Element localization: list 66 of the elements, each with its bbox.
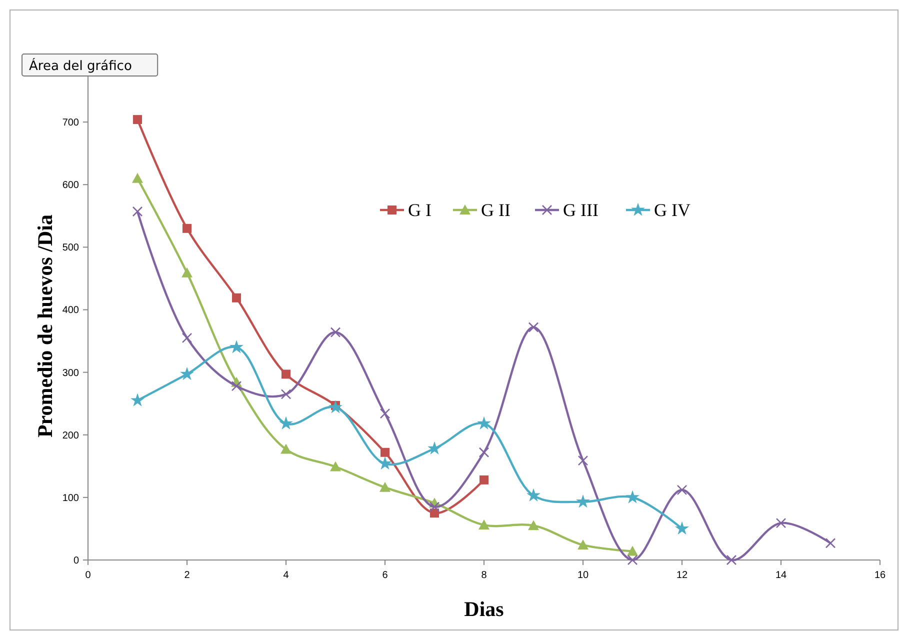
point <box>230 340 244 354</box>
y-axis-title: Promedio de huevos /Dia <box>33 214 57 438</box>
x-tick-label: 16 <box>874 570 886 581</box>
legend-label: G II <box>481 200 510 220</box>
point <box>578 455 588 466</box>
point <box>428 441 442 455</box>
legend-label: G I <box>408 200 432 220</box>
point <box>825 538 836 548</box>
point <box>776 518 786 528</box>
point <box>478 519 490 530</box>
point <box>626 490 640 504</box>
point <box>180 366 194 380</box>
y-tick-label: 700 <box>62 118 80 129</box>
point <box>280 444 292 454</box>
point <box>378 456 392 470</box>
point <box>330 461 341 472</box>
point <box>526 488 540 502</box>
y-tick-label: 300 <box>62 368 80 379</box>
point <box>182 267 192 278</box>
point <box>380 448 390 457</box>
point <box>676 484 688 496</box>
point <box>182 224 192 233</box>
point <box>477 416 491 430</box>
x-tick-label: 14 <box>775 570 787 581</box>
point <box>578 539 588 550</box>
y-tick-label: 100 <box>62 492 80 504</box>
point <box>627 554 638 566</box>
x-tick-label: 0 <box>85 570 92 581</box>
y-tick-label: 0 <box>73 556 80 566</box>
point <box>182 332 192 344</box>
point <box>627 546 638 556</box>
annotation: Área del gráfico <box>29 57 132 74</box>
point <box>429 502 440 512</box>
point <box>480 475 488 484</box>
point <box>528 322 539 332</box>
point <box>528 520 539 530</box>
x-tick-label: 2 <box>184 570 190 581</box>
point <box>380 482 390 492</box>
point <box>133 115 142 124</box>
point <box>726 554 737 566</box>
point <box>328 400 342 414</box>
point <box>130 393 144 406</box>
point <box>282 370 290 379</box>
point <box>279 416 293 430</box>
y-tick-label: 500 <box>62 242 80 254</box>
legend-label: G III <box>563 200 598 220</box>
point <box>330 327 341 338</box>
x-tick-label: 12 <box>676 570 688 581</box>
point <box>232 293 241 302</box>
point <box>132 172 143 183</box>
y-tick-label: 400 <box>62 305 80 316</box>
point <box>478 447 490 458</box>
point <box>380 408 390 419</box>
point <box>132 206 143 217</box>
point <box>576 494 590 508</box>
point <box>675 521 689 535</box>
x-axis-title: Dias <box>464 597 504 621</box>
x-tick-label: 6 <box>382 570 388 581</box>
legend-label: G IV <box>654 200 690 220</box>
point <box>280 389 292 400</box>
y-tick-label: 600 <box>62 180 80 192</box>
x-tick-label: 4 <box>283 570 290 581</box>
point <box>231 380 242 392</box>
y-tick-label: 200 <box>62 430 80 442</box>
x-tick-label: 10 <box>577 570 589 581</box>
x-tick-label: 8 <box>481 570 488 581</box>
